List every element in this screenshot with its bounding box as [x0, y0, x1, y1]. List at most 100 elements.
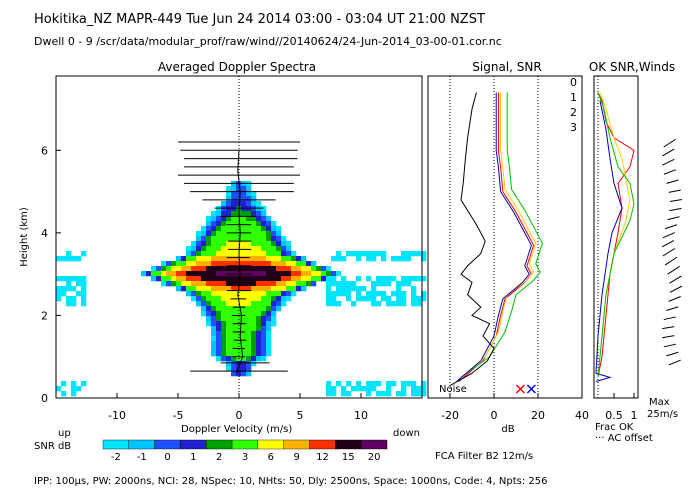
spectra-cell [221, 306, 227, 312]
spectra-cell [266, 236, 272, 242]
spectra-cell [321, 276, 327, 282]
spectra-cell [251, 281, 257, 287]
spectra-cell [201, 276, 207, 282]
spectra-cell [366, 251, 372, 257]
spectra-cell [276, 276, 282, 282]
spectra-cell [216, 206, 222, 212]
spectra-cell [71, 301, 77, 307]
spectra-cell [216, 226, 222, 232]
spectra-cell [266, 306, 272, 312]
spectra-cell [171, 276, 177, 282]
spectra-cell [226, 306, 232, 312]
spectra-cell [236, 256, 242, 262]
spectra-cell [226, 336, 232, 342]
spectra-cell [201, 251, 207, 257]
spectra-cell [256, 221, 262, 227]
spectra-cell [261, 326, 267, 332]
spectra-cell [191, 291, 197, 297]
colorbar-tick-label: 9 [293, 452, 299, 463]
wind-barb [669, 285, 683, 293]
spectra-cell [231, 261, 237, 267]
spectra-cell [211, 291, 217, 297]
spectra-cell [201, 271, 207, 277]
spectra-cell [241, 311, 247, 317]
spectra-cell [421, 381, 427, 387]
colorbar-tick-label: 3 [242, 452, 248, 463]
spectra-cell [261, 226, 267, 232]
spectra-cell [226, 326, 232, 332]
spectra-cell [276, 241, 282, 247]
spectra-cell [221, 296, 227, 302]
spectra-cell [246, 211, 252, 217]
spectra-cell [176, 256, 182, 262]
spectra-cell [251, 316, 257, 322]
spectra-cell [171, 281, 177, 287]
spectra-cell [261, 206, 267, 212]
spectra-cell [66, 276, 72, 282]
spectra-cell [226, 276, 232, 282]
spectra-cell [361, 296, 367, 302]
spectra-cell [196, 261, 202, 267]
spectra-cell [231, 231, 237, 237]
spectra-cell [271, 301, 277, 307]
spectra-cell [366, 381, 372, 387]
spectra-cell [341, 256, 347, 262]
spectra-cell [391, 291, 397, 297]
spectra-cell [241, 251, 247, 257]
spectra-cell [251, 346, 257, 352]
spectra-cell [156, 276, 162, 282]
spectra-cell [291, 261, 297, 267]
spectra-cell [261, 306, 267, 312]
spectra-cell [291, 276, 297, 282]
spectra-cell [281, 286, 287, 292]
wind-barb [662, 232, 676, 239]
spectra-cell [231, 351, 237, 357]
spectra-cell [236, 196, 242, 202]
spectra-cell [276, 266, 282, 272]
spectra-cell [251, 351, 257, 357]
frac-ok-series-0 [597, 92, 635, 378]
spectra-cell [326, 276, 332, 282]
spectra-cell [241, 186, 247, 192]
spectra-cell [246, 246, 252, 252]
spectra-cell [266, 336, 272, 342]
spectra-cell [266, 326, 272, 332]
spectra-cell [371, 256, 377, 262]
wind-barb [663, 316, 676, 321]
spectra-xtick-label: 10 [354, 409, 368, 422]
spectra-cell [226, 291, 232, 297]
spectra-cell [241, 236, 247, 242]
spectra-cell [256, 266, 262, 272]
spectra-cell [381, 281, 387, 287]
spectra-cell [191, 246, 197, 252]
spectra-cell [366, 296, 372, 302]
frac-ok-xtick-label: 0.5 [605, 409, 623, 422]
spectra-cell [206, 246, 212, 252]
spectra-cell [216, 286, 222, 292]
spectra-cell [371, 381, 377, 387]
spectra-ytick-label: 0 [41, 392, 48, 405]
spectra-cell [281, 261, 287, 267]
spectra-cell [216, 271, 222, 277]
spectra-cell [256, 231, 262, 237]
spectra-cell [56, 256, 62, 262]
spectra-cell [231, 301, 237, 307]
spectra-cell [211, 321, 217, 327]
spectra-cell [236, 351, 242, 357]
spectra-cell [76, 276, 82, 282]
spectra-cell [231, 271, 237, 277]
spectra-cell [196, 271, 202, 277]
spectra-cell [231, 306, 237, 312]
spectra-cell [81, 301, 87, 307]
spectra-cell [246, 291, 252, 297]
spectra-cell [221, 266, 227, 272]
wind-barb [662, 326, 675, 330]
spectra-down-note: down [393, 428, 420, 439]
spectra-cell [246, 241, 252, 247]
spectra-cell [246, 231, 252, 237]
spectra-cell [231, 241, 237, 247]
spectra-cell [186, 286, 192, 292]
spectra-cell [231, 331, 237, 337]
spectra-cell [196, 236, 202, 242]
